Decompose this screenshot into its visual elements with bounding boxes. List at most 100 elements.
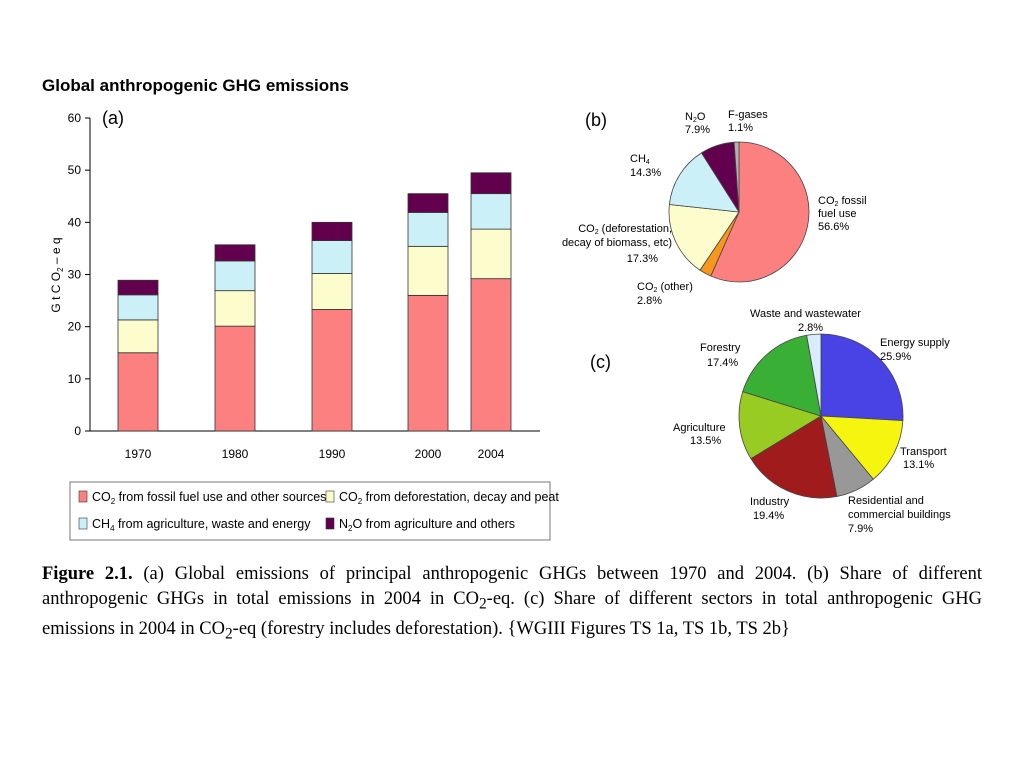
bar-segment-n2o: [117, 279, 159, 296]
caption-sub-1: 2: [478, 595, 487, 613]
page-title: Global anthropogenic GHG emissions: [42, 76, 349, 95]
y-tick-label: 30: [68, 268, 82, 282]
y-tick-label: 50: [68, 163, 82, 177]
pie-b-value-n2o: 7.9%: [685, 124, 710, 136]
y-tick-label: 20: [68, 320, 82, 334]
pie-b-value-other: 2.8%: [637, 295, 662, 307]
legend-label-n2o: N2O from agriculture and others: [339, 517, 515, 533]
x-tick-label: 1970: [125, 447, 152, 461]
figure-caption: Figure 2.1. (a) Global emissions of prin…: [42, 562, 982, 646]
pie-b-slices: [668, 141, 810, 283]
pie-slice-transport: [820, 415, 904, 480]
pie-slice-ch4: [668, 152, 740, 213]
pie-b-value-ch4: 14.3%: [630, 167, 661, 179]
pie-b-label-deforestation: CO2 (deforestation,: [578, 223, 672, 236]
caption-sub-2: 2: [224, 625, 233, 643]
pie-b-label-fgases: F-gases: [728, 109, 768, 121]
bar-segment-ch4: [117, 294, 159, 321]
pie-c-value-agriculture: 13.5%: [690, 435, 721, 447]
x-axis: 1970 1980 1990 2000 2004: [125, 447, 505, 461]
pie-c-value-forestry: 17.4%: [707, 357, 738, 369]
bar-segment-fossil: [470, 278, 512, 432]
legend-swatch-deforestation: [325, 490, 335, 503]
pie-slice-forestry: [742, 334, 822, 417]
bar-segment-n2o: [470, 172, 512, 195]
legend-label-deforestation: CO2 from deforestation, decay and peat: [339, 490, 559, 506]
panel-label-c: (c): [590, 352, 611, 372]
pie-c-value-transport: 13.1%: [903, 459, 934, 471]
bar-segment-fossil: [214, 325, 256, 432]
pie-chart-c: (c) Waste and wastewater 2.8% Energy sup…: [590, 308, 951, 535]
pie-c-label-transport: Transport: [900, 446, 947, 458]
pie-c-label-forestry: Forestry: [700, 342, 741, 354]
legend-swatch-n2o: [325, 517, 335, 530]
pie-c-value-waste: 2.8%: [798, 322, 823, 334]
pie-slice-energy: [820, 333, 904, 422]
pie-c-label-residential: Residential and: [848, 495, 924, 507]
caption-text-1: (a) Global emissions of principal anthro…: [42, 564, 982, 609]
panel-label-a: (a): [102, 108, 124, 128]
bar-segment-n2o: [214, 244, 256, 262]
pie-b-label-other: CO2 (other): [637, 281, 693, 294]
figure-canvas: (a) 0 10 20 30 40 50 60 G t C O2 – e q 1970 198…: [49, 108, 951, 541]
figure-label: Figure 2.1.: [42, 564, 133, 584]
pie-c-label-agriculture: Agriculture: [673, 422, 726, 434]
pie-slice-agriculture: [738, 391, 822, 460]
y-axis-label: G t C O2 – e q: [49, 237, 65, 312]
y-tick-label: 40: [68, 215, 82, 229]
x-tick-label: 2004: [478, 447, 505, 461]
pie-b-label-n2o: N2O: [685, 111, 706, 124]
legend: CO2 from fossil fuel use and other sourc…: [69, 481, 559, 541]
bar-segment-deforestation: [407, 245, 449, 296]
caption-text-3: -eq (forestry includes deforestation). {…: [232, 618, 790, 639]
pie-c-value-energy: 25.9%: [880, 351, 911, 363]
pie-b-label-fossil: CO2 fossil: [818, 195, 867, 208]
pie-slice-fgases: [733, 141, 740, 213]
bar-segment-deforestation: [117, 319, 159, 354]
legend-swatch-fossil: [78, 490, 88, 503]
pie-c-label-residential-2: commercial buildings: [848, 509, 951, 521]
bar-segment-n2o: [311, 221, 353, 241]
x-tick-label: 1980: [222, 447, 249, 461]
bar-segment-ch4: [311, 240, 353, 274]
pie-slice-deforestation: [668, 204, 740, 271]
bar-segment-fossil: [117, 352, 159, 432]
pie-b-label-fossil-2: fuel use: [818, 208, 857, 220]
bar-segment-ch4: [407, 212, 449, 247]
pie-c-value-industry: 19.4%: [753, 510, 784, 522]
pie-b-value-fgases: 1.1%: [728, 122, 753, 134]
bar-segment-fossil: [311, 309, 353, 432]
bar-segment-fossil: [407, 294, 449, 432]
pie-c-label-energy: Energy supply: [880, 337, 950, 349]
bar-segment-deforestation: [311, 273, 353, 310]
x-tick-label: 1990: [319, 447, 346, 461]
pie-chart-b: (b) N2O 7.9% F-gases 1.1% CH4 14.3% CO2 …: [562, 109, 867, 307]
bar-chart-a: (a) 0 10 20 30 40 50 60 G t C O2 – e q 1970 198…: [49, 108, 540, 461]
pie-c-slices: [738, 333, 904, 499]
pie-c-label-industry: Industry: [750, 496, 790, 508]
pie-slice-waste: [806, 333, 822, 417]
pie-b-value-deforestation: 17.3%: [627, 253, 658, 265]
legend-frame: [69, 481, 551, 541]
y-tick-label: 10: [68, 372, 82, 386]
legend-label-fossil: CO2 from fossil fuel use and other sourc…: [92, 490, 326, 506]
bar-segment-n2o: [407, 193, 449, 213]
pie-b-label-deforestation-2: decay of biomass, etc): [562, 237, 672, 249]
caption-text-2: -eq. (c) Share of different sectors in t…: [42, 589, 982, 639]
pie-b-value-fossil: 56.6%: [818, 221, 849, 233]
x-tick-label: 2000: [415, 447, 442, 461]
bar-segment-deforestation: [470, 228, 512, 280]
pie-c-label-waste: Waste and wastewater: [750, 308, 861, 320]
pie-b-label-ch4: CH4: [630, 153, 650, 166]
bar-segment-ch4: [470, 193, 512, 230]
bars: [117, 172, 512, 432]
pie-c-value-residential: 7.9%: [848, 523, 873, 535]
bar-segment-deforestation: [214, 290, 256, 327]
y-tick-label: 60: [68, 111, 82, 125]
bar-segment-ch4: [214, 260, 256, 292]
panel-label-b: (b): [585, 110, 607, 130]
legend-label-ch4: CH4 from agriculture, waste and energy: [92, 517, 311, 533]
pie-slice-industry: [750, 415, 838, 499]
pie-slice-fossil: [710, 141, 810, 283]
y-tick-label: 0: [74, 424, 81, 438]
